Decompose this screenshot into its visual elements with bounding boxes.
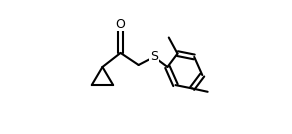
Text: S: S (150, 50, 158, 64)
Text: O: O (116, 18, 126, 31)
